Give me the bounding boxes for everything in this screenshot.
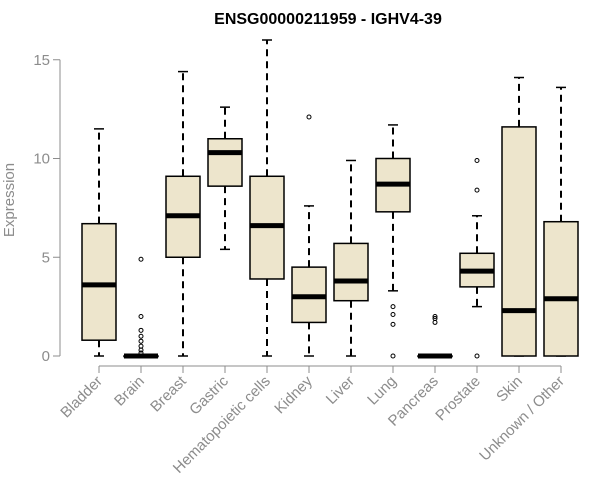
outlier-point	[138, 333, 144, 339]
outlier-point	[138, 343, 144, 349]
box-gastric	[207, 106, 243, 251]
box-iqr	[333, 242, 369, 302]
x-tick-label: Liver	[323, 373, 358, 408]
outlier-point	[390, 353, 396, 359]
box-prostate	[459, 157, 495, 359]
outlier-point	[138, 314, 144, 319]
y-tick-label: 0	[42, 348, 50, 365]
chart-title: ENSG00000211959 - IGHV4-39	[214, 11, 442, 28]
box-breast	[165, 70, 201, 357]
y-axis: 0 5 10 15	[33, 52, 61, 365]
x-tick-label: Skin	[493, 373, 526, 406]
box-hematopoietic-cells	[249, 39, 285, 357]
x-tick-label: Bladder	[57, 373, 106, 422]
outlier-point	[432, 319, 438, 325]
box-iqr	[501, 126, 537, 357]
box-iqr	[207, 138, 243, 187]
x-tick-label: Lung	[364, 373, 400, 409]
outlier-point	[138, 338, 144, 344]
box-brain	[123, 256, 159, 359]
boxes-group	[81, 39, 579, 359]
box-iqr	[81, 222, 117, 341]
x-tick-label: Brain	[111, 373, 148, 410]
outlier-point	[306, 114, 312, 120]
box-bladder	[81, 128, 117, 357]
outlier-point	[432, 314, 438, 319]
box-iqr	[543, 220, 579, 357]
box-kidney	[291, 114, 327, 357]
outlier-point	[474, 157, 480, 163]
x-tick-label: Breast	[147, 372, 190, 415]
outlier-point	[138, 256, 144, 262]
x-tick-label: Kidney	[271, 372, 316, 417]
box-unknown-other	[543, 86, 579, 357]
y-tick-label: 15	[33, 52, 50, 69]
outlier-point	[390, 321, 396, 327]
outlier-point	[474, 353, 480, 359]
outlier-point	[390, 304, 396, 310]
outlier-point	[432, 315, 438, 321]
box-lung	[375, 124, 411, 359]
box-pancreas	[417, 314, 453, 359]
outlier-point	[138, 327, 144, 333]
x-tick-label: Prostate	[432, 373, 484, 425]
outlier-point	[474, 187, 480, 193]
y-axis-label: Expression	[1, 163, 18, 237]
box-liver	[333, 159, 369, 357]
outlier-point	[138, 350, 144, 356]
y-tick-label: 5	[42, 249, 50, 266]
box-skin	[501, 76, 537, 357]
y-tick-label: 10	[33, 151, 50, 168]
outlier-point	[390, 312, 396, 318]
